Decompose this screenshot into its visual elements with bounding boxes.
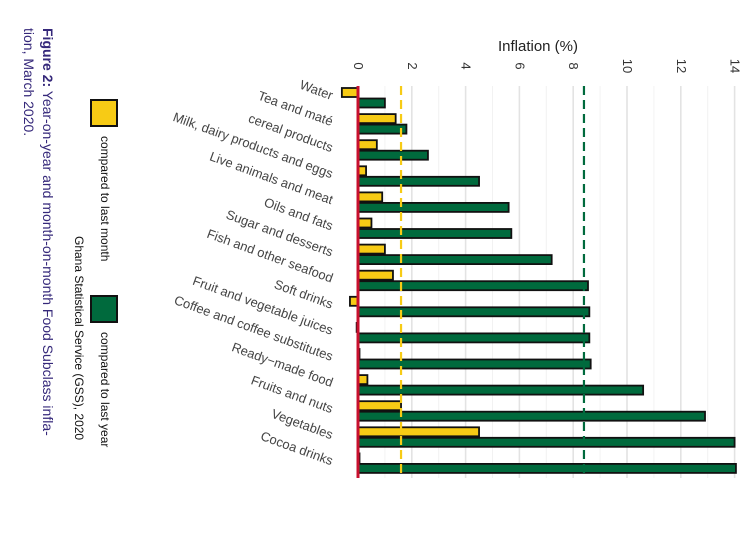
bar-year — [357, 436, 736, 448]
legend-label-month: compared to last month — [98, 136, 112, 261]
bar-year — [357, 280, 589, 292]
bar-month — [357, 269, 394, 281]
figure-caption-line1: Figure 2: Year-on-year and month-on-mont… — [40, 28, 56, 436]
source-note: Ghana Statistical Service (GSS), 2020 — [72, 236, 86, 440]
bar-month — [357, 139, 378, 151]
bar-month — [357, 217, 373, 229]
caption-text: Year-on-year and month-on-month Food Sub… — [40, 87, 56, 436]
tick-label: 6 — [512, 62, 527, 69]
bar-year — [357, 175, 480, 187]
caption-label: Figure 2: — [40, 28, 56, 87]
bar-year — [357, 123, 408, 135]
bar-year — [357, 358, 592, 370]
tick-label: 10 — [620, 59, 635, 73]
bar-year — [357, 201, 510, 213]
axis-title: Inflation (%) — [498, 38, 578, 55]
tick-label: 8 — [566, 62, 581, 69]
category-label: Water — [298, 77, 336, 103]
bar-month — [340, 87, 359, 98]
bar-year — [357, 254, 553, 266]
bar-year — [357, 228, 513, 239]
legend-swatch-year — [90, 295, 118, 323]
bar-month — [357, 113, 397, 124]
bar-month — [357, 243, 386, 255]
bar-month — [357, 191, 384, 203]
tick-label: 2 — [405, 62, 420, 69]
tick-label: 4 — [459, 62, 474, 69]
bar-year — [357, 462, 737, 474]
bar-year — [357, 410, 706, 422]
legend-label-year: compared to last year — [98, 332, 112, 447]
bar-year — [357, 306, 591, 318]
tick-label: 14 — [728, 59, 743, 73]
figure-caption-line2: tion, March 2020. — [21, 28, 37, 136]
bar-month — [357, 426, 480, 438]
bar-month — [357, 400, 402, 412]
tick-label: 12 — [674, 59, 689, 73]
bar-year — [357, 149, 429, 161]
tick-label: 0 — [351, 62, 366, 69]
bar-year — [357, 97, 386, 109]
legend-swatch-month — [90, 99, 118, 127]
bar-year — [357, 332, 591, 344]
